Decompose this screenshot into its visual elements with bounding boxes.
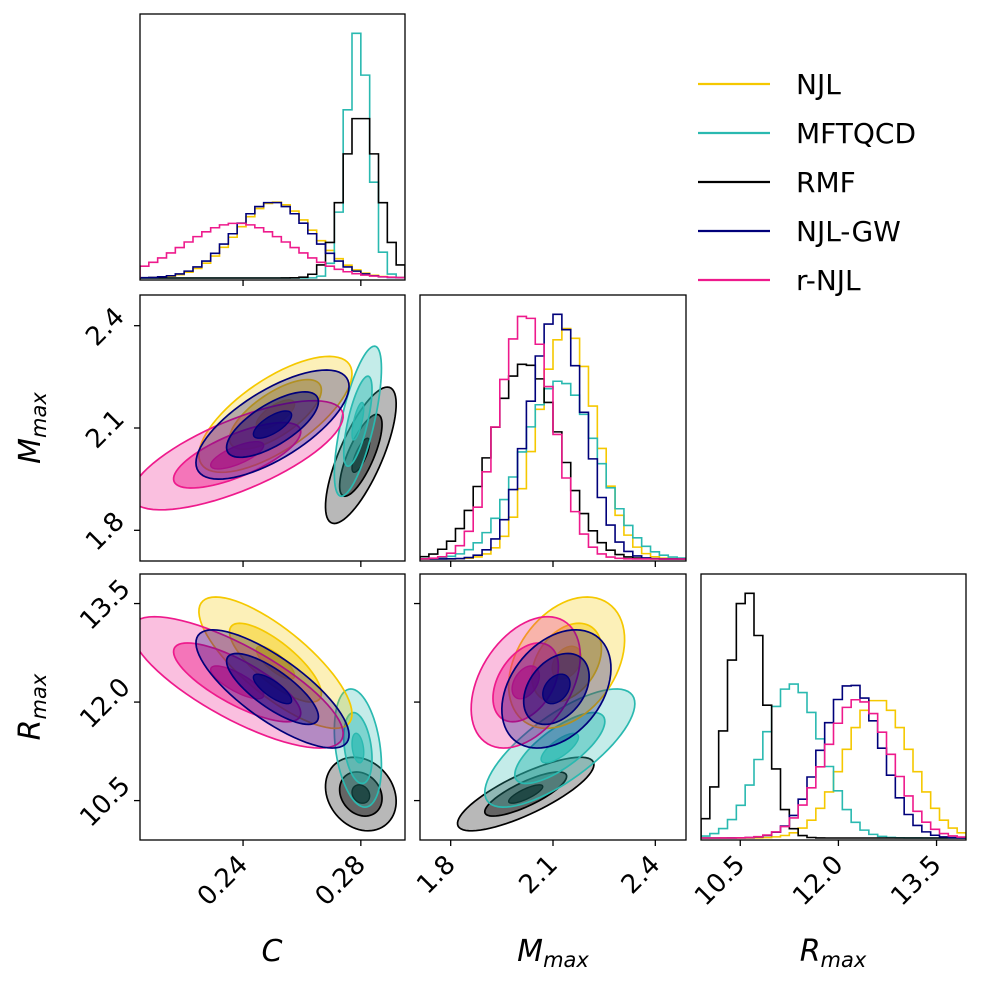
histogram-mftqcd	[140, 32, 405, 279]
x-tick-label: 2.1	[513, 850, 563, 900]
contours-rmf	[456, 756, 595, 832]
histogram-r-njl	[701, 698, 966, 839]
panel-content	[420, 313, 686, 560]
panel-R-M: 1.8 2.1 2.4	[411, 573, 687, 900]
x-tick-label: 13.5	[885, 850, 947, 912]
x-axis-label-rmax: Rmax	[800, 934, 867, 972]
y-tick-label: 10.5	[74, 771, 136, 833]
contours-mftqcd	[333, 345, 383, 498]
histogram-njl-gw	[420, 313, 686, 560]
contours-mftqcd	[483, 688, 636, 808]
contour-level	[351, 732, 365, 764]
legend-label: NJL	[796, 68, 841, 101]
panel-content	[140, 596, 398, 832]
panel-frame	[139, 13, 406, 281]
x-tick-label: 10.5	[689, 850, 751, 912]
contour-level	[252, 673, 293, 705]
contour-level	[540, 732, 580, 764]
histogram-njl-gw	[701, 684, 966, 839]
x-axis-label-mmax: Mmax	[517, 934, 589, 972]
histogram-njl-gw	[140, 201, 405, 279]
x-tick-label: 1.8	[411, 850, 461, 900]
contour-level	[507, 784, 544, 804]
x-tick-label: 0.28	[310, 850, 372, 912]
contour-level	[351, 784, 371, 804]
legend-entry-njl: NJL	[698, 68, 841, 101]
legend-entry-njl-gw: NJL-GW	[698, 215, 901, 248]
histogram-r-njl	[420, 315, 686, 560]
panel-M-C: 1.8 2.1 2.4	[80, 294, 406, 567]
y-tick-label: 13.5	[74, 574, 136, 636]
legend-label: r-NJL	[796, 264, 861, 297]
histogram-njl	[420, 327, 686, 560]
y-tick-label: 2.1	[80, 404, 130, 454]
legend-entry-mftqcd: MFTQCD	[698, 117, 916, 150]
panel-content	[140, 345, 398, 525]
legend-entry-r-njl: r-NJL	[698, 264, 861, 297]
x-tick-label: 12.0	[787, 850, 849, 912]
panel-content	[140, 32, 405, 279]
legend: NJL MFTQCD RMF NJL-GW r-NJL	[698, 68, 916, 297]
legend-label: NJL-GW	[796, 215, 901, 248]
contour-level	[542, 673, 571, 705]
panel-R-R: 10.5 12.0 13.5	[689, 573, 967, 912]
panel-content	[456, 596, 636, 832]
histogram-njl	[140, 201, 405, 279]
panel-content	[701, 592, 966, 839]
y-axis-label-mmax: Mmax	[13, 392, 51, 464]
panel-M-M	[419, 294, 687, 567]
histogram-rmf	[701, 592, 966, 839]
panel-frame	[700, 573, 967, 841]
contour-level	[209, 440, 265, 470]
histogram-r-njl	[140, 222, 405, 279]
legend-entry-rmf: RMF	[698, 166, 856, 199]
contours-njl-gw	[195, 628, 350, 749]
y-tick-label: 12.0	[74, 672, 136, 734]
contour-level	[351, 401, 365, 441]
legend-label: MFTQCD	[796, 117, 916, 150]
legend-label: RMF	[796, 166, 856, 199]
y-axis-label-rmax: Rmax	[13, 673, 51, 740]
x-tick-label: 2.4	[616, 850, 666, 900]
y-tick-label: 1.8	[80, 506, 130, 556]
contour-level	[252, 410, 293, 439]
x-tick-label: 0.24	[192, 850, 254, 912]
axis-labels: C Mmax Rmax Mmax Rmax	[13, 392, 867, 972]
histogram-rmf	[140, 117, 405, 279]
panel-frame	[139, 573, 406, 841]
contours-njl-gw	[195, 369, 350, 481]
contours-mftqcd	[333, 688, 383, 809]
x-axis-label-c: C	[262, 934, 283, 969]
contours-r-njl	[470, 615, 582, 749]
contour-level	[351, 437, 371, 474]
contours-njl-gw	[501, 628, 612, 749]
histogram-mftqcd	[420, 380, 686, 560]
panel-R-C: 0.24 0.28 10.5 12.0 13.5	[74, 573, 406, 912]
panel-C-C	[139, 13, 406, 286]
contours-r-njl	[140, 399, 344, 511]
y-tick-label: 2.4	[80, 302, 130, 352]
